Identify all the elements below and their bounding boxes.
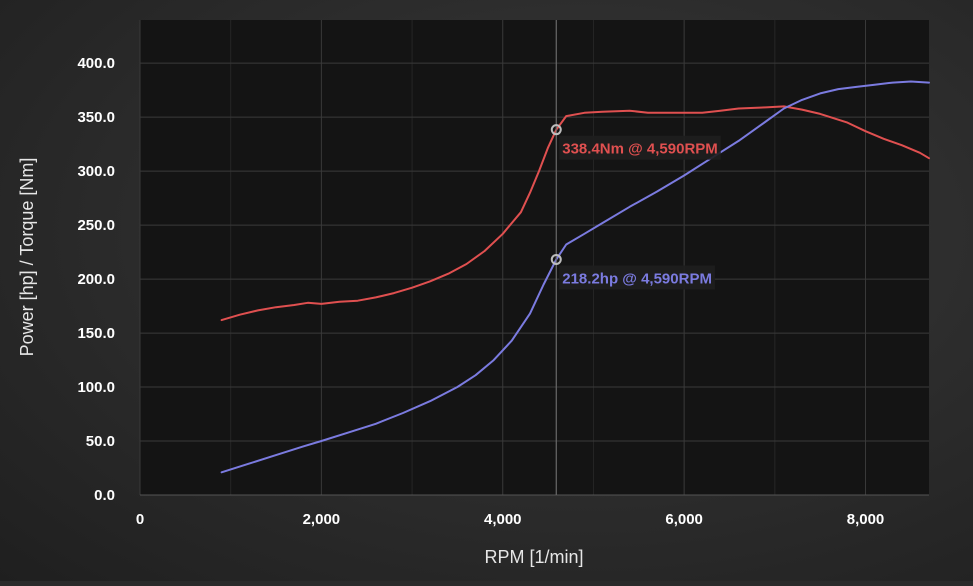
- x-tick-label: 6,000: [665, 511, 703, 528]
- power-annotation-bg: [559, 265, 715, 290]
- x-tick-label: 4,000: [484, 511, 522, 528]
- power-marker: [550, 253, 562, 265]
- annotations: 338.4Nm @ 4,590RPM 218.2hp @ 4,590RPM: [550, 20, 721, 495]
- power-series-line: [220, 80, 930, 474]
- y-tick-label: 350.0: [77, 109, 115, 126]
- power-annotation-label: 218.2hp @ 4,590RPM: [562, 270, 712, 287]
- torque-marker: [550, 124, 562, 136]
- x-axis-title: RPM [1/min]: [484, 547, 583, 567]
- y-tick-label: 0.0: [94, 487, 115, 504]
- y-tick-label: 400.0: [77, 55, 115, 72]
- x-tick-label: 8,000: [847, 511, 885, 528]
- y-tick-label: 250.0: [77, 217, 115, 234]
- y-tick-label: 200.0: [77, 271, 115, 288]
- grid: [139, 20, 929, 495]
- y-tick-label: 100.0: [77, 379, 115, 396]
- x-tick-label: 0: [136, 511, 144, 528]
- series-lines: [220, 80, 930, 474]
- torque-annotation-bg: [559, 135, 721, 160]
- x-tick-label: 2,000: [303, 511, 341, 528]
- plot-area: [140, 20, 929, 495]
- y-tick-label: 50.0: [86, 433, 115, 450]
- torque-series-line: [220, 105, 930, 322]
- y-axis-title: Power [hp] / Torque [Nm]: [17, 158, 37, 357]
- torque-annotation-label: 338.4Nm @ 4,590RPM: [562, 141, 718, 158]
- axes: 0 2,000 4,000 6,000 8,000 0.0 50.0 100.0 150.0 20…: [77, 55, 929, 528]
- y-tick-label: 300.0: [77, 163, 115, 180]
- y-tick-label: 150.0: [77, 325, 115, 342]
